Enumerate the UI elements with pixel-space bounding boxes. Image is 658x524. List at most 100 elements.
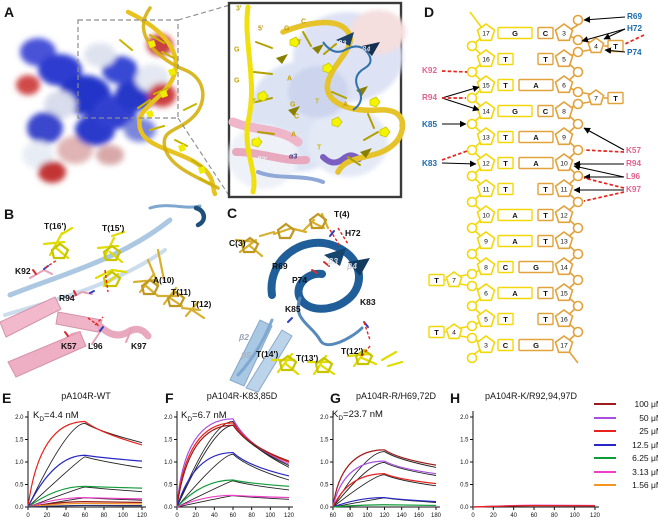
legend-item-6: 1.56 μM [594,480,658,490]
protein-electrostatic-surface [16,34,176,183]
panel-letter-g: G [330,390,341,406]
ladder-residue-K85: K85 [422,120,437,129]
panel-a-inset [227,1,406,199]
ladder-residue-P74: P74 [627,48,642,57]
inset-beta-hairpin [322,32,380,111]
svg-text:T: T [543,185,548,194]
svg-text:60: 60 [82,513,89,519]
svg-text:1.5: 1.5 [164,438,173,444]
spr-title-g: pA104R-R/H69,72D [355,391,437,401]
legend-item-1: 50 μM [594,413,658,423]
svg-text:1.0: 1.0 [164,460,173,466]
svg-text:0: 0 [175,513,179,519]
svg-text:5: 5 [484,317,488,324]
ladder-residue-K57: K57 [626,146,641,155]
svg-text:100: 100 [362,513,373,519]
legend-label: 3.13 μM [632,466,658,477]
panel-b-structure [0,204,206,378]
legend-item-2: 25 μM [594,426,658,436]
svg-text:0.0: 0.0 [15,505,24,511]
legend-label: 1.56 μM [632,480,658,490]
svg-text:T: T [543,315,548,324]
svg-text:G: G [512,107,518,116]
sensorgram-g: 0.0 0.5 1.0 1.5 2.0 60 80 100 120 140 160 180 [320,411,442,519]
svg-text:60: 60 [531,513,538,519]
svg-text:20: 20 [490,513,497,519]
svg-text:G: G [533,341,539,350]
svg-text:17: 17 [482,31,490,38]
svg-text:6: 6 [562,83,566,90]
svg-text:1.5: 1.5 [15,438,24,444]
svg-text:T: T [503,133,508,142]
ladder-residue-K97: K97 [626,185,641,194]
svg-text:40: 40 [510,513,517,519]
svg-text:80: 80 [551,513,558,519]
svg-text:A: A [533,81,539,90]
beta3-beta4-hairpin [267,230,370,347]
svg-text:13: 13 [560,239,568,246]
svg-text:T: T [503,315,508,324]
svg-text:T: T [503,81,508,90]
svg-text:16: 16 [560,317,568,324]
panel-letter-d: D [424,4,435,20]
legend-label: 6.25 μM [632,453,658,463]
sensorgram-f: 0.0 0.5 1.0 1.5 2.0 0 20 40 60 80 100 120 [164,411,295,519]
legend-line-swatch [594,443,616,446]
panel-letter-a: A [4,4,15,20]
legend-line-swatch [594,484,616,486]
svg-text:60: 60 [330,513,337,519]
ladder-residue-H72: H72 [627,24,642,33]
svg-text:G: G [512,29,518,38]
svg-text:0.0: 0.0 [164,505,173,511]
dna-sticks-gold-top [234,212,330,258]
svg-text:5: 5 [562,57,566,64]
svg-text:120: 120 [284,513,295,519]
svg-text:T: T [613,42,618,51]
svg-text:C: C [543,29,549,38]
svg-text:G: G [533,263,539,272]
legend-line-swatch [594,403,616,405]
dna-sticks-yellow-bottom [270,348,404,376]
svg-text:T: T [543,55,548,64]
svg-text:A: A [512,237,518,246]
svg-text:140: 140 [397,513,408,519]
legend-label: 25 μM [639,426,658,436]
svg-text:6: 6 [484,291,488,298]
svg-text:80: 80 [101,513,108,519]
legend-label: 12.5 μM [632,439,658,450]
legend-line-swatch [594,430,616,432]
svg-text:1.5: 1.5 [320,438,329,444]
svg-text:12: 12 [560,213,568,220]
panel-letter-b: B [4,206,15,222]
svg-text:A: A [533,159,539,168]
svg-text:14: 14 [482,109,490,116]
svg-text:4: 4 [594,44,598,51]
legend-item-4: 6.25 μM [594,453,658,463]
svg-text:10: 10 [482,213,490,220]
svg-text:100: 100 [570,513,581,519]
pink-residue-sticks [29,265,133,345]
legend-label: 50 μM [639,412,658,423]
spr-title-f: pA104R-K83,85D [206,391,278,401]
sensorgram-h: 0.0 0.5 1.0 1.5 2.0 0 20 40 60 80 100 120 [460,411,601,519]
dna-sticks-gold [132,248,206,320]
ladder-residue-K83: K83 [422,159,437,168]
svg-text:7: 7 [452,278,456,285]
panel-d-dna-ladder: 17 3 G C 16 5 T T 15 6 T A 14 8 G C 13 9 T A 12 10 T A 11 11 T T 10 1… [422,11,645,364]
svg-text:8: 8 [484,265,488,272]
legend-item-3: 12.5 μM [594,440,658,450]
inset-dna [244,4,406,195]
svg-text:100: 100 [118,513,129,519]
panel-c-structure [229,212,404,393]
svg-text:15: 15 [560,291,568,298]
svg-text:120: 120 [590,513,601,519]
svg-text:1.0: 1.0 [460,460,469,466]
svg-text:0.5: 0.5 [164,483,173,489]
svg-text:11: 11 [560,187,567,194]
svg-text:80: 80 [347,513,354,519]
spr-title-h: pA104R-K/R92,94,97D [484,391,578,401]
svg-text:80: 80 [248,513,255,519]
svg-text:8: 8 [562,109,566,116]
svg-text:0.0: 0.0 [320,505,329,511]
